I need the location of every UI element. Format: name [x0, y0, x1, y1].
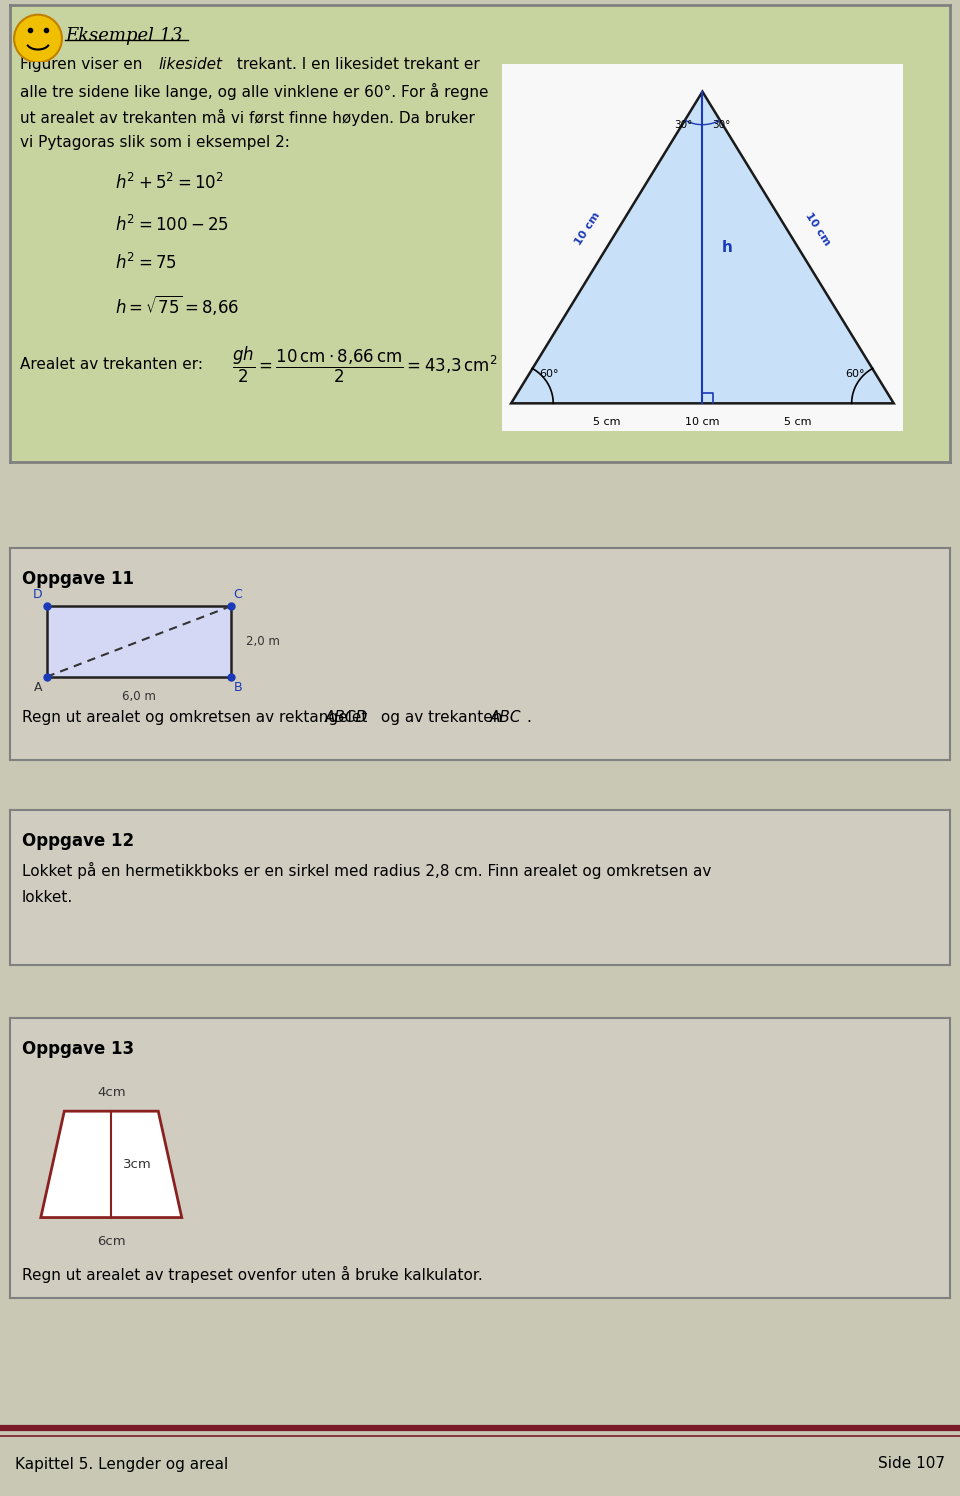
Text: 10 cm: 10 cm	[685, 417, 720, 426]
Text: og av trekanten: og av trekanten	[376, 711, 507, 726]
Text: 4cm: 4cm	[97, 1086, 126, 1098]
Text: $h^{2}+5^{2}=10^{2}$: $h^{2}+5^{2}=10^{2}$	[115, 174, 224, 193]
Text: ABC: ABC	[490, 711, 521, 726]
FancyBboxPatch shape	[501, 64, 903, 431]
Text: 2,0 m: 2,0 m	[246, 634, 280, 648]
Text: B: B	[233, 681, 242, 694]
Text: lokket.: lokket.	[22, 890, 73, 905]
Text: Oppgave 13: Oppgave 13	[22, 1040, 134, 1058]
Text: ut arealet av trekanten må vi først finne høyden. Da bruker: ut arealet av trekanten må vi først finn…	[20, 109, 475, 126]
Text: $h=\sqrt{75}=8{,}66$: $h=\sqrt{75}=8{,}66$	[115, 293, 239, 317]
Text: 10 cm: 10 cm	[573, 211, 602, 247]
Text: $h^{2}=75$: $h^{2}=75$	[115, 253, 177, 274]
Text: Figuren viser en: Figuren viser en	[20, 57, 147, 72]
Text: .: .	[526, 711, 531, 726]
Text: D: D	[33, 588, 42, 601]
Text: Regn ut arealet av trapeset ovenfor uten å bruke kalkulator.: Regn ut arealet av trapeset ovenfor uten…	[22, 1266, 483, 1284]
Text: Lokket på en hermetikkboks er en sirkel med radius 2,8 cm. Finn arealet og omkre: Lokket på en hermetikkboks er en sirkel …	[22, 862, 711, 880]
Text: 3cm: 3cm	[123, 1158, 152, 1171]
Text: Kapittel 5. Lengder og areal: Kapittel 5. Lengder og areal	[15, 1457, 228, 1472]
Polygon shape	[40, 1112, 181, 1218]
Text: 6,0 m: 6,0 m	[122, 690, 156, 703]
Text: ABCD: ABCD	[325, 711, 369, 726]
Text: vi Pytagoras slik som i eksempel 2:: vi Pytagoras slik som i eksempel 2:	[20, 135, 290, 150]
Text: $\dfrac{gh}{2}=\dfrac{10\,\mathrm{cm}\cdot 8{,}66\,\mathrm{cm}}{2}=43{,}3\,\math: $\dfrac{gh}{2}=\dfrac{10\,\mathrm{cm}\cd…	[232, 346, 497, 384]
Text: 5 cm: 5 cm	[784, 417, 812, 426]
Text: 5 cm: 5 cm	[593, 417, 620, 426]
Circle shape	[14, 15, 62, 63]
Text: 30°: 30°	[712, 120, 731, 130]
Text: Regn ut arealet og omkretsen av rektangelet: Regn ut arealet og omkretsen av rektange…	[22, 711, 372, 726]
Polygon shape	[46, 606, 230, 676]
Text: alle tre sidene like lange, og alle vinklene er 60°. For å regne: alle tre sidene like lange, og alle vink…	[20, 82, 489, 100]
Text: C: C	[233, 588, 243, 601]
Text: 60°: 60°	[540, 370, 559, 378]
Text: A: A	[34, 681, 42, 694]
Text: Side 107: Side 107	[878, 1457, 945, 1472]
Text: Oppgave 12: Oppgave 12	[22, 832, 134, 850]
Text: trekant. I en likesidet trekant er: trekant. I en likesidet trekant er	[232, 57, 480, 72]
Text: Arealet av trekanten er:: Arealet av trekanten er:	[20, 358, 203, 373]
Text: Eksempel 13: Eksempel 13	[65, 27, 182, 45]
Text: h: h	[722, 239, 732, 254]
Text: $h^{2}=100-25$: $h^{2}=100-25$	[115, 215, 229, 235]
Text: Oppgave 11: Oppgave 11	[22, 570, 134, 588]
Text: 60°: 60°	[846, 370, 865, 378]
Text: 6cm: 6cm	[97, 1236, 126, 1248]
Text: 10 cm: 10 cm	[803, 211, 831, 247]
Text: likesidet: likesidet	[158, 57, 222, 72]
Polygon shape	[511, 91, 894, 404]
Text: 30°: 30°	[674, 120, 692, 130]
